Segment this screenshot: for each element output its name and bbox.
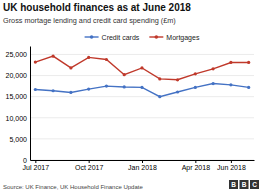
- point: [176, 90, 179, 93]
- logo-letter: C: [252, 181, 257, 188]
- point: [105, 58, 108, 61]
- grid-line: [30, 96, 254, 97]
- point: [52, 55, 55, 58]
- grid: [30, 54, 254, 160]
- point: [123, 85, 126, 88]
- point: [247, 61, 250, 64]
- point: [34, 60, 37, 63]
- y-axis: 0 5,000 10,000 15,000 20,000 25,000: [6, 47, 31, 164]
- point: [247, 86, 250, 89]
- x-tick-mark: [35, 160, 36, 163]
- legend: Credit cards Mortgages: [85, 34, 200, 42]
- point: [212, 67, 215, 70]
- grid-line: [30, 138, 254, 139]
- point: [123, 73, 126, 76]
- grid-line: [30, 75, 254, 76]
- y-tick: 10,000: [6, 115, 30, 122]
- logo-letter: B: [231, 181, 236, 188]
- x-tick: Apr 2018: [182, 160, 211, 172]
- logo-box: [240, 180, 249, 189]
- point: [69, 66, 72, 69]
- series: [34, 82, 251, 98]
- y-tick: 25,000: [6, 51, 30, 58]
- source: Source: UK Finance, UK Household Finance…: [3, 184, 143, 190]
- point: [140, 66, 143, 69]
- point: [34, 88, 37, 91]
- x-axis: Jul 2017 Oct 2017 Jan 2018 Apr 2018 Jun 2018: [23, 160, 255, 172]
- legend-item: Mortgages: [149, 34, 200, 42]
- logo-box: [229, 180, 238, 189]
- y-tick: 15,000: [6, 93, 30, 100]
- series-group: [34, 55, 251, 99]
- point: [229, 83, 232, 86]
- y-tick-label: 15,000: [6, 93, 28, 100]
- chart: UK household finances as at June 2018 Gro…: [0, 0, 262, 192]
- x-tick-mark: [142, 160, 143, 163]
- x-tick-label: Jan 2018: [128, 164, 157, 171]
- y-tick-label: 10,000: [6, 115, 28, 122]
- y-tick-label: 20,000: [6, 72, 28, 79]
- point: [158, 95, 161, 98]
- y-tick: 0: [23, 157, 30, 164]
- y-tick-label: 0: [23, 157, 27, 164]
- x-tick-label: Jul 2017: [23, 164, 50, 171]
- x-tick: Jan 2018: [128, 160, 157, 171]
- point: [194, 72, 197, 75]
- grid-line: [30, 54, 254, 55]
- point: [229, 61, 232, 64]
- x-tick-label: Jun 2018: [217, 164, 246, 171]
- legend-marker: [155, 35, 159, 39]
- point: [158, 77, 161, 80]
- y-tick-label: 25,000: [6, 51, 28, 58]
- point: [105, 85, 108, 88]
- x-tick-label: Apr 2018: [182, 164, 211, 172]
- legend-marker: [90, 35, 94, 39]
- point: [52, 89, 55, 92]
- point: [194, 86, 197, 89]
- legend-label: Mortgages: [166, 34, 200, 42]
- y-tick: 5,000: [9, 136, 30, 143]
- logo-letter: B: [242, 181, 247, 188]
- y-tick: 20,000: [6, 72, 30, 79]
- point: [176, 78, 179, 81]
- x-tick-mark: [231, 160, 232, 163]
- x-tick-mark: [195, 160, 196, 163]
- point: [69, 91, 72, 94]
- point: [87, 56, 90, 59]
- series-line: [35, 56, 248, 80]
- point: [87, 87, 90, 90]
- x-tick-mark: [89, 160, 90, 163]
- point: [212, 82, 215, 85]
- y-tick-label: 5,000: [9, 136, 27, 143]
- grid-line: [30, 117, 254, 118]
- plot: 0 5,000 10,000 15,000 20,000 25,000 Jul 2017 Oc…: [6, 47, 255, 172]
- x-tick: Jul 2017: [23, 160, 50, 171]
- point: [140, 86, 143, 89]
- logo-box: [250, 180, 259, 189]
- legend-label: Credit cards: [102, 34, 140, 41]
- y-axis-line: [30, 47, 31, 161]
- x-tick: Oct 2017: [75, 160, 104, 171]
- subtitle: Gross mortage lending and credit card sp…: [3, 16, 176, 25]
- title: UK household finances as at June 2018: [3, 2, 191, 13]
- series-line: [35, 84, 248, 97]
- legend-item: Credit cards: [85, 34, 140, 41]
- x-tick: Jun 2018: [217, 160, 246, 171]
- series: [34, 55, 251, 82]
- x-tick-label: Oct 2017: [75, 164, 104, 171]
